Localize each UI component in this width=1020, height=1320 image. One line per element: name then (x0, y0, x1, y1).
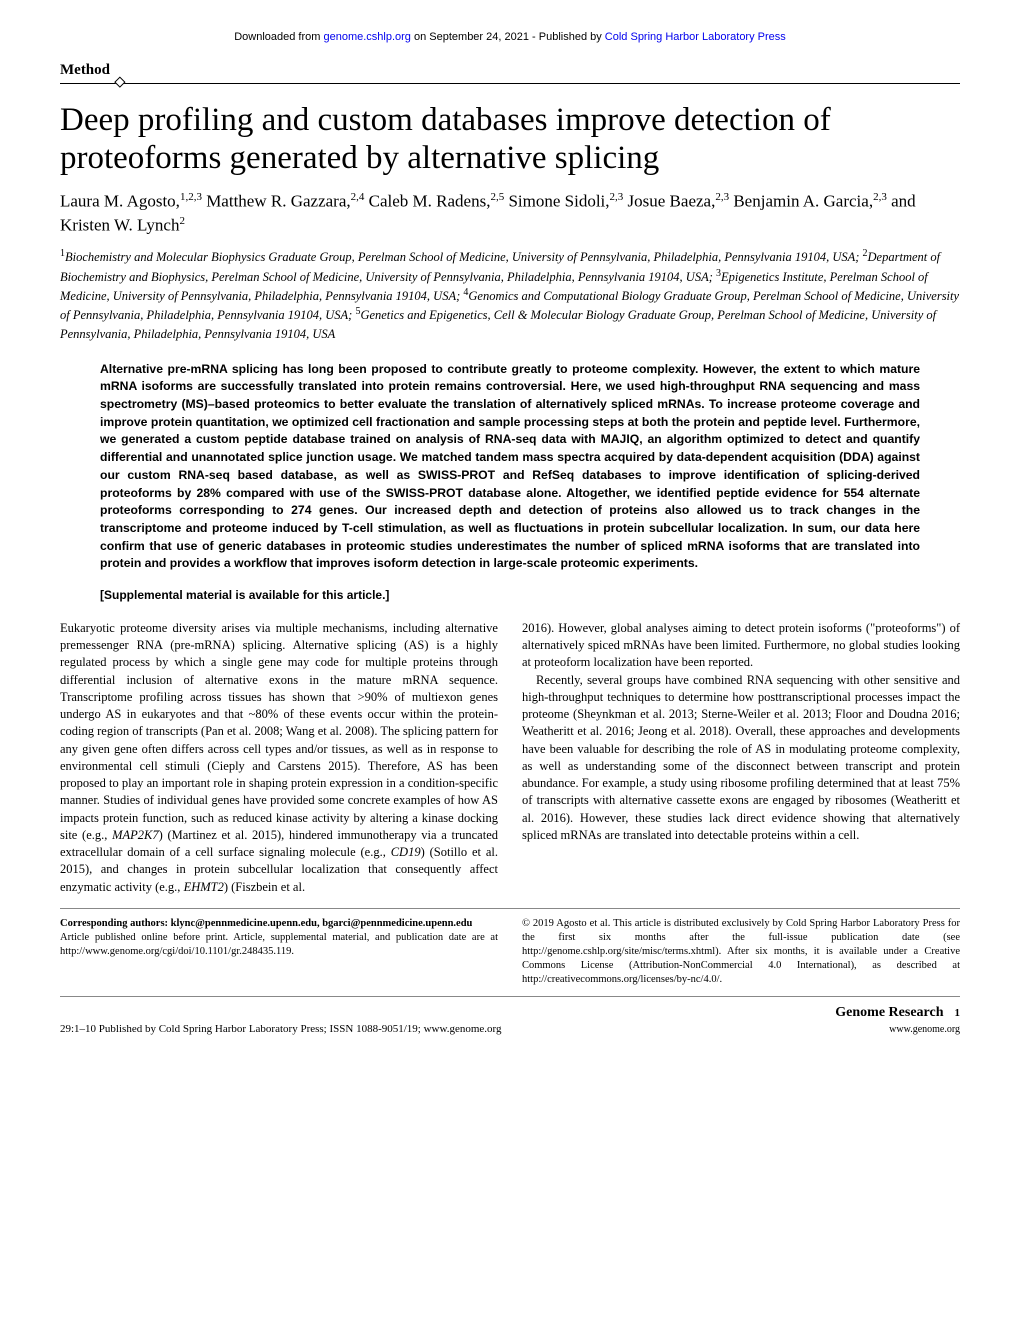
body-columns: Eukaryotic proteome diversity arises via… (60, 620, 960, 896)
footer-journal-block: Genome Research 1 www.genome.org (835, 1003, 960, 1038)
supplemental-note: [Supplemental material is available for … (100, 587, 920, 604)
corresponding-label: Corresponding authors: (60, 918, 171, 929)
footnote-row: Corresponding authors: klync@pennmedicin… (60, 908, 960, 988)
abstract: Alternative pre-mRNA splicing has long b… (100, 361, 920, 573)
section-label: Method (60, 60, 960, 84)
banner-link-publisher[interactable]: Cold Spring Harbor Laboratory Press (605, 31, 786, 43)
journal-url: www.genome.org (889, 1024, 960, 1035)
banner-middle: on September 24, 2021 - Published by (411, 31, 605, 43)
footer-citation: 29:1–10 Published by Cold Spring Harbor … (60, 1022, 502, 1037)
download-banner: Downloaded from genome.cshlp.org on Sept… (60, 30, 960, 45)
page-footer: 29:1–10 Published by Cold Spring Harbor … (60, 996, 960, 1038)
banner-prefix: Downloaded from (234, 31, 323, 43)
body-column-left: Eukaryotic proteome diversity arises via… (60, 620, 498, 896)
banner-link-source[interactable]: genome.cshlp.org (323, 31, 410, 43)
journal-name: Genome Research (835, 1005, 943, 1020)
body-para: Recently, several groups have combined R… (522, 672, 960, 845)
copyright-notice: © 2019 Agosto et al. This article is dis… (522, 917, 960, 988)
body-para: Eukaryotic proteome diversity arises via… (60, 620, 498, 896)
affiliations: 1Biochemistry and Molecular Biophysics G… (60, 247, 960, 342)
corresponding-emails: klync@pennmedicine.upenn.edu, bgarci@pen… (171, 918, 473, 929)
corresponding-authors: Corresponding authors: klync@pennmedicin… (60, 917, 498, 988)
body-column-right: 2016). However, global analyses aiming t… (522, 620, 960, 896)
article-title: Deep profiling and custom databases impr… (60, 102, 960, 178)
author-list: Laura M. Agosto,1,2,3 Matthew R. Gazzara… (60, 190, 960, 237)
page-number: 1 (955, 1007, 961, 1019)
body-para: 2016). However, global analyses aiming t… (522, 620, 960, 672)
publication-note: Article published online before print. A… (60, 932, 498, 957)
